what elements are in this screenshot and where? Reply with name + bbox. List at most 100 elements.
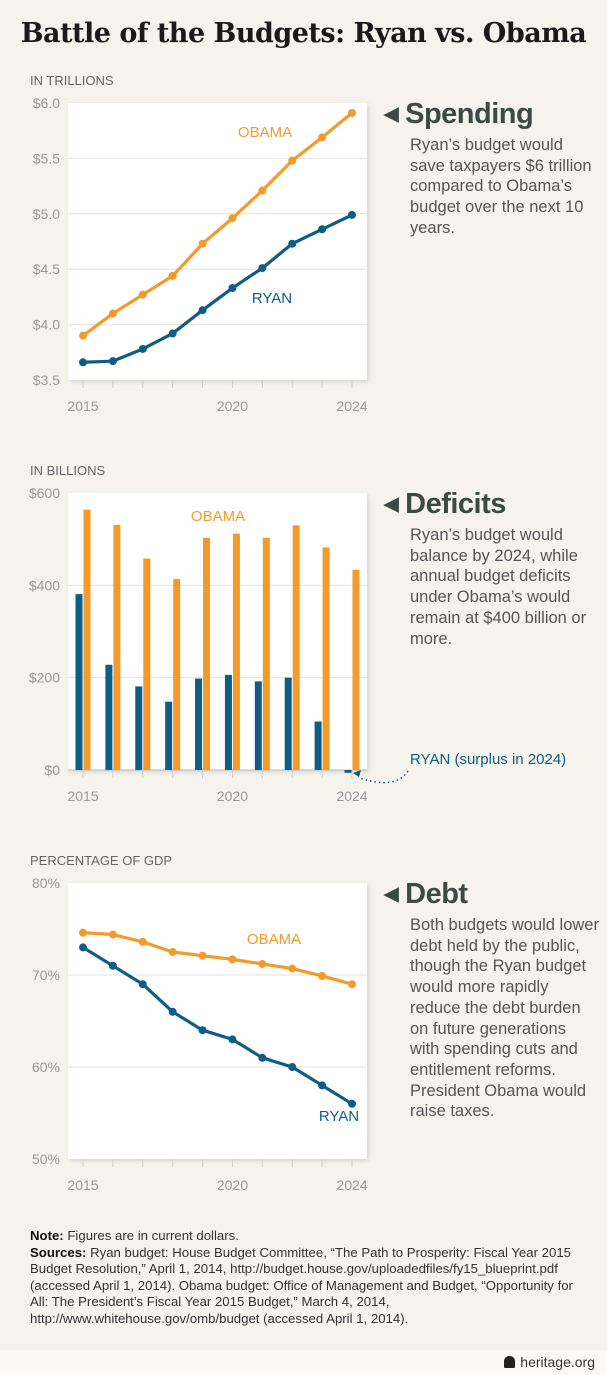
ryan-point	[318, 1081, 327, 1090]
x-tick-label: 2020	[217, 1177, 248, 1193]
debt-heading-text: Debt	[405, 878, 468, 910]
series-label-ryan: RYAN	[252, 290, 292, 307]
ryan-bar	[284, 677, 292, 770]
obama-bar	[143, 558, 151, 770]
y-axis-label: IN BILLIONS	[30, 463, 105, 478]
brand-text: heritage.org	[520, 1354, 595, 1370]
obama-bar	[232, 533, 240, 770]
ryan-point	[108, 961, 117, 970]
ryan-point	[138, 344, 147, 353]
ryan-point	[348, 1099, 356, 1108]
obama-point	[288, 964, 297, 973]
series-label-obama: OBAMA	[191, 508, 245, 525]
ryan-point	[228, 284, 237, 293]
obama-line	[82, 111, 354, 337]
ryan-point	[348, 210, 356, 219]
ryan-point	[79, 943, 87, 952]
ryan-bar	[105, 664, 113, 770]
chart-2: IN BILLIONS $600 $400 $200 $0 2015 2020 2024 OBA…	[29, 463, 409, 804]
series-label-obama: OBAMA	[238, 124, 292, 141]
obama-point	[348, 980, 356, 989]
liberty-bell-icon	[504, 1356, 516, 1368]
y-tick-label: $400	[29, 577, 60, 593]
plot-area	[68, 103, 367, 380]
ryan-bar	[254, 681, 262, 770]
obama-line	[82, 931, 353, 986]
page-title: Battle of the Budgets: Ryan vs. Obama	[20, 18, 587, 49]
ryan-surplus-label: RYAN (surplus in 2024)	[410, 751, 567, 768]
footer-notes: Note: Figures are in current dollars. So…	[30, 1228, 590, 1328]
deficits-body: Ryan’s budget would balance by 2024, whi…	[410, 526, 587, 648]
ryan-point	[168, 1007, 177, 1016]
obama-point	[108, 930, 117, 939]
sources-text: Ryan budget: House Budget Committee, “Th…	[30, 1244, 573, 1326]
debt-heading: ◀ Debt	[384, 878, 599, 911]
obama-point	[108, 309, 117, 318]
obama-bar	[292, 525, 300, 770]
obama-point	[348, 108, 356, 117]
deficits-panel: ◀ Deficits Ryan’s budget would balance by…	[384, 488, 599, 649]
left-arrow-icon: ◀	[384, 884, 399, 905]
sources-line: Sources: Ryan budget: House Budget Commi…	[30, 1245, 590, 1328]
obama-point	[258, 959, 267, 968]
obama-point	[198, 951, 207, 960]
ryan-point	[288, 1063, 297, 1071]
obama-bar	[322, 547, 330, 770]
y-tick-label: $200	[29, 670, 60, 686]
obama-point	[228, 214, 237, 223]
y-tick-label: $6.0	[33, 95, 60, 111]
y-tick-label: $3.5	[33, 372, 60, 388]
y-tick-label: $0	[44, 762, 60, 778]
y-tick-label: 80%	[32, 875, 60, 891]
obama-bar	[203, 537, 211, 770]
note-text: Figures are in current dollars.	[67, 1228, 239, 1243]
y-tick-label: 60%	[32, 1059, 60, 1075]
spending-panel: ◀ Spending Ryan’s budget would save taxpa…	[384, 98, 599, 239]
left-arrow-icon: ◀	[384, 104, 399, 125]
obama-point	[138, 937, 147, 946]
x-tick-label: 2015	[67, 1177, 98, 1193]
ryan-point	[168, 329, 177, 338]
obama-bar	[262, 537, 270, 770]
ryan-bar	[75, 594, 83, 770]
ryan-point	[138, 980, 147, 989]
ryan-line	[82, 213, 353, 364]
obama-point	[168, 948, 177, 956]
ryan-line	[82, 946, 353, 1106]
sources-label: Sources:	[30, 1244, 87, 1260]
series-label-ryan: RYAN	[319, 1108, 359, 1125]
ryan-point	[318, 225, 327, 234]
heritage-brand[interactable]: heritage.org	[504, 1354, 595, 1370]
obama-point	[79, 928, 87, 937]
y-tick-label: $4.5	[33, 261, 60, 277]
dotted-pointer	[359, 770, 409, 784]
ryan-point	[198, 1026, 207, 1035]
y-tick-label: $600	[29, 485, 60, 501]
y-axis-label: IN TRILLIONS	[30, 73, 114, 88]
deficits-heading-text: Deficits	[405, 488, 506, 520]
y-tick-label: $5.0	[33, 206, 60, 222]
x-tick-label: 2020	[217, 398, 248, 414]
obama-point	[79, 331, 87, 340]
plot-area	[68, 883, 367, 1159]
obama-point	[318, 133, 327, 142]
chart-3: PERCENTAGE OF GDP 80% 70% 60% 50% 2015 2020 202…	[30, 853, 368, 1193]
obama-bar	[113, 524, 121, 770]
ryan-point	[258, 1053, 267, 1062]
obama-point	[138, 290, 147, 299]
note-line: Note: Figures are in current dollars.	[30, 1228, 590, 1245]
y-tick-label: 70%	[32, 967, 60, 983]
x-tick-label: 2015	[67, 788, 98, 804]
obama-point	[228, 955, 237, 964]
y-tick-label: $5.5	[33, 150, 60, 166]
x-tick-label: 2020	[217, 788, 248, 804]
note-label: Note:	[30, 1228, 64, 1243]
ryan-bar	[224, 674, 232, 770]
y-axis-label: PERCENTAGE OF GDP	[30, 853, 172, 868]
obama-bar	[173, 578, 181, 770]
debt-body: Both budgets would lower debt held by th…	[410, 916, 599, 1121]
ryan-bar	[135, 686, 143, 770]
ryan-bar	[195, 678, 203, 770]
obama-point	[198, 239, 207, 248]
